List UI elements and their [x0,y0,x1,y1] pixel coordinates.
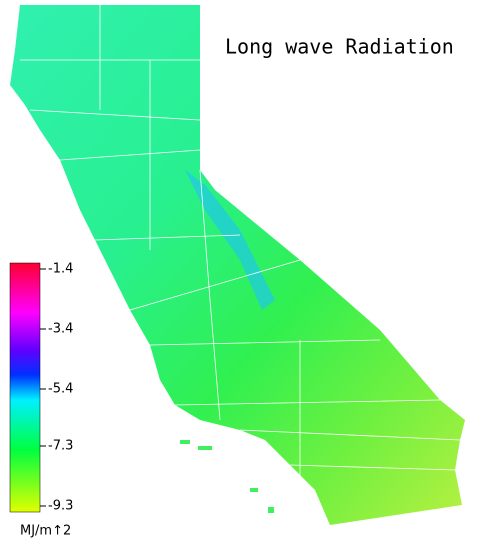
county-lines [20,5,461,520]
legend-unit: MJ/m↑2 [20,524,71,539]
map-title: Long wave Radiation [225,35,454,59]
tick-label: -9.3 [48,499,73,514]
state-shape [10,5,465,525]
tick-label: -7.3 [48,439,73,454]
tick-label: -3.4 [48,322,73,337]
tick-label: -1.4 [48,262,73,277]
mountain-band [185,170,275,310]
islands [180,440,274,513]
tick-label: -5.4 [48,382,73,397]
color-bar [9,262,41,513]
